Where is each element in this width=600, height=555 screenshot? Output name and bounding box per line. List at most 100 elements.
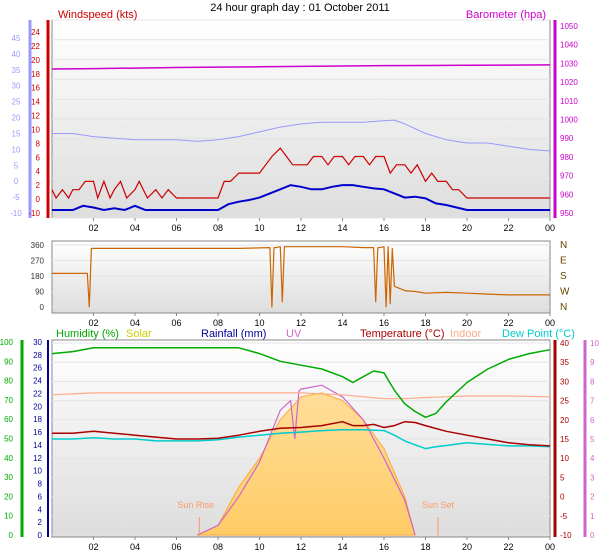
wind-direction-xtick-label: 10 <box>254 318 264 328</box>
rainfall-axis-tick-label: 2 <box>38 518 43 527</box>
humidity-axis-tick-label: 60 <box>4 415 13 424</box>
wind-red-axis-tick-label: 24 <box>31 28 40 37</box>
compass-axis-tick-label: E <box>560 256 567 267</box>
wind-red-axis-tick-label: 14 <box>31 98 40 107</box>
rainfall-axis-tick-label: 6 <box>38 492 43 501</box>
sunset-label: Sun Set <box>422 500 455 510</box>
wind-blue-axis-tick-label: -10 <box>10 209 22 218</box>
legend-item: Dew Point (°C) <box>502 328 575 340</box>
wind-direction-xtick-label: 02 <box>88 318 98 328</box>
wind-red-axis-tick-label: 0 <box>36 195 41 204</box>
wind-red-axis-tick-label: 8 <box>36 139 41 148</box>
temperature-axis-tick-label: 0 <box>560 493 565 502</box>
legend-item: Indoor <box>450 328 482 340</box>
series-indoor <box>51 392 551 400</box>
baro-axis-tick-label: 960 <box>560 190 574 199</box>
compass-axis-tick-label: W <box>560 287 570 298</box>
uv-axis-tick-label: 10 <box>590 339 599 348</box>
temperature-axis-tick-label: 10 <box>560 454 569 463</box>
compass-axis-tick-label: N <box>560 240 567 251</box>
wind-blue-axis-tick-label: -5 <box>12 193 20 202</box>
rainfall-axis-tick-label: 4 <box>38 505 43 514</box>
wind-red-axis-tick-label: 16 <box>31 84 40 93</box>
wind-baro-xtick-label: 06 <box>171 223 181 233</box>
uv-axis-tick-label: 3 <box>590 473 595 482</box>
wind-baro-xtick-label: 08 <box>213 223 223 233</box>
wind-direction-xtick-label: 22 <box>503 318 513 328</box>
uv-axis-tick-label: 6 <box>590 416 595 425</box>
legend-item: Humidity (%) <box>56 328 119 340</box>
series-barometer <box>51 64 551 70</box>
temperature-axis-tick-label: 20 <box>560 416 569 425</box>
uv-axis-tick-label: 5 <box>590 435 595 444</box>
legend-item: UV <box>286 328 302 340</box>
baro-axis-tick-label: 1020 <box>560 78 578 87</box>
temp-humidity-xtick-label: 08 <box>213 542 223 552</box>
wind-red-axis-tick-label: -10 <box>28 209 40 218</box>
compass-axis-tick-label: S <box>560 271 567 282</box>
rainfall-axis-tick-label: 18 <box>33 415 42 424</box>
legend-item: Solar <box>126 328 152 340</box>
wind-direction-xtick-label: 14 <box>337 318 347 328</box>
humidity-axis-tick-label: 10 <box>4 512 13 521</box>
temperature-axis-tick-label: 15 <box>560 435 569 444</box>
temperature-axis-tick-label: -10 <box>560 531 572 540</box>
temp-humidity-xtick-label: 18 <box>420 542 430 552</box>
temp-humidity-xtick-label: 12 <box>296 542 306 552</box>
wind-red-axis-tick-label: 22 <box>31 42 40 51</box>
rainfall-axis-tick-label: 12 <box>33 454 42 463</box>
wind-direction-axis-tick-label: 270 <box>31 257 45 266</box>
wind-baro-xtick-label: 20 <box>462 223 472 233</box>
rainfall-axis-tick-label: 14 <box>33 441 42 450</box>
wind-baro-xtick-label: 14 <box>337 223 347 233</box>
wind-blue-axis-tick-label: 40 <box>12 50 21 59</box>
temp-humidity-xtick-label: 04 <box>130 542 140 552</box>
wind-blue-axis-tick-label: 10 <box>12 145 21 154</box>
wind-blue-axis-tick-label: 15 <box>12 129 21 138</box>
wind-red-axis-tick-label: 4 <box>36 167 41 176</box>
temp-humidity-xtick-label: 16 <box>379 542 389 552</box>
temperature-axis-tick-label: 30 <box>560 377 569 386</box>
temperature-axis-tick-label: 40 <box>560 339 569 348</box>
temp-humidity-xtick-label: 22 <box>503 542 513 552</box>
baro-axis-tick-label: 1000 <box>560 116 578 125</box>
rainfall-axis-tick-label: 28 <box>33 351 42 360</box>
temp-humidity-xtick-label: 06 <box>171 542 181 552</box>
uv-axis-tick-label: 8 <box>590 377 595 386</box>
wind-direction-axis-tick-label: 90 <box>35 288 44 297</box>
uv-axis-tick-label: 0 <box>590 531 595 540</box>
series-wind-direction <box>52 246 550 308</box>
wind-baro-xtick-label: 22 <box>503 223 513 233</box>
baro-axis-tick-label: 1010 <box>560 97 578 106</box>
wind-red-axis-tick-label: 20 <box>31 56 40 65</box>
wind-baro-xtick-label: 10 <box>254 223 264 233</box>
uv-axis-tick-label: 9 <box>590 358 595 367</box>
rainfall-axis-tick-label: 0 <box>38 531 43 540</box>
humidity-axis-tick-label: 100 <box>0 338 14 347</box>
humidity-axis-tick-label: 70 <box>4 396 13 405</box>
uv-axis-tick-label: 7 <box>590 397 595 406</box>
rainfall-axis-tick-label: 16 <box>33 428 42 437</box>
rainfall-axis-tick-label: 22 <box>33 389 42 398</box>
humidity-axis-tick-label: 80 <box>4 377 13 386</box>
wind-red-axis-tick-label: 18 <box>31 70 40 79</box>
wind-blue-axis-tick-label: 45 <box>12 34 21 43</box>
rainfall-axis-tick-label: 8 <box>38 480 43 489</box>
wind-direction-xtick-label: 20 <box>462 318 472 328</box>
wind-baro-xtick-label: 12 <box>296 223 306 233</box>
temperature-axis-tick-label: -5 <box>560 512 568 521</box>
wind-direction-xtick-label: 00 <box>545 318 555 328</box>
humidity-axis-tick-label: 50 <box>4 435 13 444</box>
baro-axis-tick-label: 980 <box>560 153 574 162</box>
wind-blue-axis-tick-label: 35 <box>12 66 21 75</box>
series-humidity <box>51 347 551 419</box>
compass-axis-tick-label: N <box>560 302 567 313</box>
legend-item: Temperature (°C) <box>360 328 444 340</box>
humidity-axis-tick-label: 0 <box>9 531 14 540</box>
series-uv <box>197 384 416 536</box>
temperature-axis-tick-label: 5 <box>560 473 565 482</box>
sunrise-label: Sun Rise <box>177 500 214 510</box>
wind-direction-xtick-label: 04 <box>130 318 140 328</box>
rainfall-axis-tick-label: 24 <box>33 377 42 386</box>
series-blue <box>52 119 551 152</box>
